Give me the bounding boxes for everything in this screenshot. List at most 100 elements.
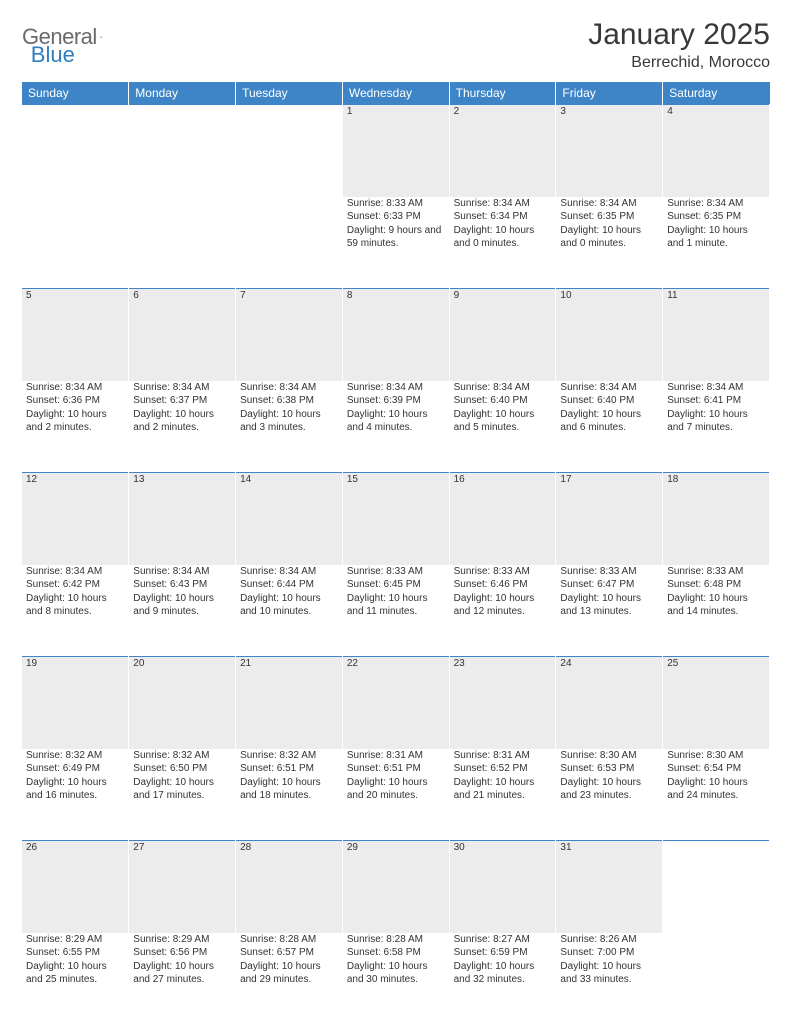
sunset-line: Sunset: 6:44 PM <box>240 578 338 592</box>
daylight-line: Daylight: 10 hours and 27 minutes. <box>133 960 231 987</box>
day-number-cell: 25 <box>663 657 770 749</box>
day-content-row: Sunrise: 8:32 AMSunset: 6:49 PMDaylight:… <box>22 749 770 841</box>
brand-logo: General Blue <box>22 18 171 50</box>
day-content-cell: Sunrise: 8:33 AMSunset: 6:48 PMDaylight:… <box>663 565 770 657</box>
sunset-line: Sunset: 6:54 PM <box>667 762 765 776</box>
weekday-header: Wednesday <box>342 82 449 105</box>
sunrise-line: Sunrise: 8:34 AM <box>347 381 445 395</box>
day-number-cell <box>129 105 236 197</box>
day-number-cell: 2 <box>449 105 556 197</box>
day-number-cell: 24 <box>556 657 663 749</box>
day-content-cell: Sunrise: 8:26 AMSunset: 7:00 PMDaylight:… <box>556 933 663 1025</box>
sunset-line: Sunset: 6:52 PM <box>454 762 552 776</box>
sunrise-line: Sunrise: 8:34 AM <box>454 197 552 211</box>
day-content-cell: Sunrise: 8:33 AMSunset: 6:45 PMDaylight:… <box>342 565 449 657</box>
day-number-row: 19202122232425 <box>22 657 770 749</box>
daylight-line: Daylight: 10 hours and 10 minutes. <box>240 592 338 619</box>
location-text: Berrechid, Morocco <box>588 54 770 72</box>
daylight-line: Daylight: 10 hours and 11 minutes. <box>347 592 445 619</box>
day-number-cell: 27 <box>129 841 236 933</box>
daylight-line: Daylight: 10 hours and 16 minutes. <box>26 776 124 803</box>
day-content-row: Sunrise: 8:34 AMSunset: 6:42 PMDaylight:… <box>22 565 770 657</box>
sunrise-line: Sunrise: 8:34 AM <box>133 565 231 579</box>
sunset-line: Sunset: 6:58 PM <box>347 946 445 960</box>
sunrise-line: Sunrise: 8:33 AM <box>560 565 658 579</box>
sunrise-line: Sunrise: 8:28 AM <box>240 933 338 947</box>
daylight-line: Daylight: 10 hours and 12 minutes. <box>454 592 552 619</box>
day-number-cell: 4 <box>663 105 770 197</box>
sunset-line: Sunset: 6:35 PM <box>560 210 658 224</box>
day-number-cell: 19 <box>22 657 129 749</box>
sunrise-line: Sunrise: 8:28 AM <box>347 933 445 947</box>
calendar-body: 12 34 Sunrise: 8:33 AMSunset: 6:33 PMDayli… <box>22 105 770 1025</box>
sunrise-line: Sunrise: 8:34 AM <box>26 565 124 579</box>
day-number-cell: 26 <box>22 841 129 933</box>
day-content-row: Sunrise: 8:34 AMSunset: 6:36 PMDaylight:… <box>22 381 770 473</box>
sunset-line: Sunset: 6:45 PM <box>347 578 445 592</box>
day-content-cell: Sunrise: 8:34 AMSunset: 6:36 PMDaylight:… <box>22 381 129 473</box>
sunrise-line: Sunrise: 8:30 AM <box>560 749 658 763</box>
daylight-line: Daylight: 10 hours and 6 minutes. <box>560 408 658 435</box>
day-number-row: 12131415161718 <box>22 473 770 565</box>
day-content-cell: Sunrise: 8:33 AMSunset: 6:33 PMDaylight:… <box>342 197 449 289</box>
day-number-cell: 31 <box>556 841 663 933</box>
day-number-cell: 6 <box>129 289 236 381</box>
sunrise-line: Sunrise: 8:34 AM <box>560 381 658 395</box>
day-content-cell <box>663 933 770 1025</box>
day-content-cell: Sunrise: 8:27 AMSunset: 6:59 PMDaylight:… <box>449 933 556 1025</box>
weekday-row: SundayMondayTuesdayWednesdayThursdayFrid… <box>22 82 770 105</box>
daylight-line: Daylight: 10 hours and 20 minutes. <box>347 776 445 803</box>
day-content-cell: Sunrise: 8:34 AMSunset: 6:34 PMDaylight:… <box>449 197 556 289</box>
sunrise-line: Sunrise: 8:33 AM <box>454 565 552 579</box>
sunrise-line: Sunrise: 8:34 AM <box>240 565 338 579</box>
daylight-line: Daylight: 10 hours and 5 minutes. <box>454 408 552 435</box>
sunset-line: Sunset: 6:46 PM <box>454 578 552 592</box>
sunrise-line: Sunrise: 8:26 AM <box>560 933 658 947</box>
day-content-cell: Sunrise: 8:28 AMSunset: 6:58 PMDaylight:… <box>342 933 449 1025</box>
day-number-cell: 30 <box>449 841 556 933</box>
day-content-row: Sunrise: 8:29 AMSunset: 6:55 PMDaylight:… <box>22 933 770 1025</box>
sunrise-line: Sunrise: 8:27 AM <box>454 933 552 947</box>
sunset-line: Sunset: 7:00 PM <box>560 946 658 960</box>
day-number-cell: 28 <box>236 841 343 933</box>
day-content-cell: Sunrise: 8:33 AMSunset: 6:47 PMDaylight:… <box>556 565 663 657</box>
sunset-line: Sunset: 6:48 PM <box>667 578 765 592</box>
weekday-header: Friday <box>556 82 663 105</box>
day-content-cell: Sunrise: 8:32 AMSunset: 6:50 PMDaylight:… <box>129 749 236 841</box>
day-number-cell: 12 <box>22 473 129 565</box>
sunset-line: Sunset: 6:47 PM <box>560 578 658 592</box>
daylight-line: Daylight: 10 hours and 24 minutes. <box>667 776 765 803</box>
daylight-line: Daylight: 10 hours and 0 minutes. <box>560 224 658 251</box>
sunrise-line: Sunrise: 8:33 AM <box>667 565 765 579</box>
sunrise-line: Sunrise: 8:29 AM <box>26 933 124 947</box>
day-content-cell: Sunrise: 8:32 AMSunset: 6:49 PMDaylight:… <box>22 749 129 841</box>
day-content-cell: Sunrise: 8:29 AMSunset: 6:56 PMDaylight:… <box>129 933 236 1025</box>
day-number-cell: 18 <box>663 473 770 565</box>
sunrise-line: Sunrise: 8:34 AM <box>454 381 552 395</box>
day-content-cell: Sunrise: 8:33 AMSunset: 6:46 PMDaylight:… <box>449 565 556 657</box>
day-number-cell: 14 <box>236 473 343 565</box>
sunset-line: Sunset: 6:42 PM <box>26 578 124 592</box>
day-content-cell: Sunrise: 8:34 AMSunset: 6:41 PMDaylight:… <box>663 381 770 473</box>
sunrise-line: Sunrise: 8:29 AM <box>133 933 231 947</box>
weekday-header: Monday <box>129 82 236 105</box>
day-number-cell: 3 <box>556 105 663 197</box>
sunset-line: Sunset: 6:51 PM <box>347 762 445 776</box>
sunset-line: Sunset: 6:34 PM <box>454 210 552 224</box>
day-number-cell: 23 <box>449 657 556 749</box>
daylight-line: Daylight: 10 hours and 14 minutes. <box>667 592 765 619</box>
day-content-cell: Sunrise: 8:29 AMSunset: 6:55 PMDaylight:… <box>22 933 129 1025</box>
sunrise-line: Sunrise: 8:30 AM <box>667 749 765 763</box>
day-number-cell: 15 <box>342 473 449 565</box>
sunrise-line: Sunrise: 8:34 AM <box>240 381 338 395</box>
sunrise-line: Sunrise: 8:31 AM <box>347 749 445 763</box>
sunrise-line: Sunrise: 8:34 AM <box>26 381 124 395</box>
daylight-line: Daylight: 10 hours and 3 minutes. <box>240 408 338 435</box>
day-number-cell: 10 <box>556 289 663 381</box>
day-number-cell: 8 <box>342 289 449 381</box>
day-content-cell: Sunrise: 8:32 AMSunset: 6:51 PMDaylight:… <box>236 749 343 841</box>
page-header: General Blue January 2025 Berrechid, Mor… <box>22 18 770 72</box>
sunset-line: Sunset: 6:59 PM <box>454 946 552 960</box>
daylight-line: Daylight: 10 hours and 2 minutes. <box>133 408 231 435</box>
sunset-line: Sunset: 6:41 PM <box>667 394 765 408</box>
